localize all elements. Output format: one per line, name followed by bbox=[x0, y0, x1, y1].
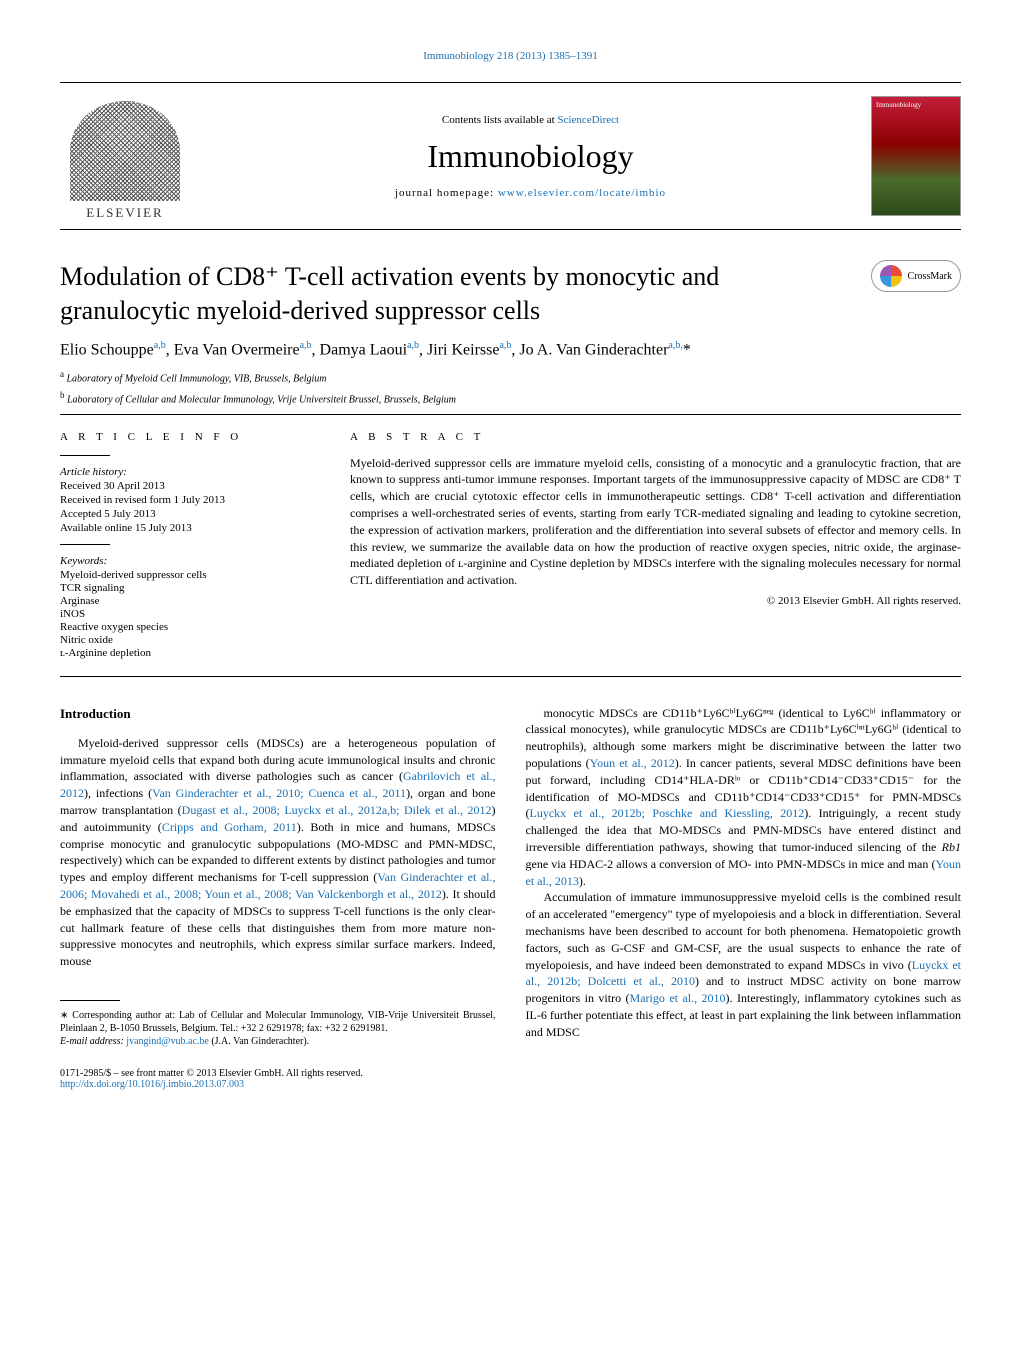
email-link[interactable]: jvangind@vub.ac.be bbox=[126, 1036, 209, 1047]
elsevier-tree-icon bbox=[70, 101, 180, 201]
email-line: E-mail address: jvangind@vub.ac.be (J.A.… bbox=[60, 1035, 496, 1048]
abstract-copyright: © 2013 Elsevier GmbH. All rights reserve… bbox=[350, 595, 961, 607]
affiliation-a: a Laboratory of Myeloid Cell Immunology,… bbox=[60, 369, 961, 384]
keyword-item: ʟ-Arginine depletion bbox=[60, 647, 310, 659]
journal-header: ELSEVIER Contents lists available at Sci… bbox=[60, 82, 961, 230]
history-label: Article history: bbox=[60, 466, 310, 478]
received-date: Received 30 April 2013 bbox=[60, 480, 310, 492]
corresponding-author: ∗ Corresponding author at: Lab of Cellul… bbox=[60, 1009, 496, 1035]
keywords-list: Myeloid-derived suppressor cellsTCR sign… bbox=[60, 569, 310, 659]
abstract-heading: A B S T R A C T bbox=[350, 431, 961, 443]
header-center: Contents lists available at ScienceDirec… bbox=[190, 114, 871, 199]
crossmark-label: CrossMark bbox=[908, 271, 952, 282]
gene-rb1: Rb1 bbox=[942, 840, 961, 854]
doi-link[interactable]: http://dx.doi.org/10.1016/j.imbio.2013.0… bbox=[60, 1079, 244, 1090]
keyword-item: iNOS bbox=[60, 608, 310, 620]
cite-youn-2012[interactable]: Youn et al., 2012 bbox=[590, 756, 675, 770]
crossmark-icon bbox=[880, 265, 902, 287]
keyword-item: Arginase bbox=[60, 595, 310, 607]
keyword-item: Nitric oxide bbox=[60, 634, 310, 646]
footnote-separator bbox=[60, 1000, 120, 1001]
cite-cripps[interactable]: Cripps and Gorham, 2011 bbox=[162, 820, 297, 834]
journal-name: Immunobiology bbox=[190, 138, 871, 175]
intro-paragraph-1: Myeloid-derived suppressor cells (MDSCs)… bbox=[60, 735, 496, 970]
journal-cover-thumb bbox=[871, 96, 961, 216]
body-columns: Introduction Myeloid-derived suppressor … bbox=[60, 705, 961, 1048]
authors: Elio Schouppea,b, Eva Van Overmeirea,b, … bbox=[60, 340, 961, 359]
article-title: Modulation of CD8⁺ T-cell activation eve… bbox=[60, 260, 871, 328]
elsevier-logo: ELSEVIER bbox=[60, 91, 190, 221]
affiliation-b: b Laboratory of Cellular and Molecular I… bbox=[60, 390, 961, 405]
article-info-heading: A R T I C L E I N F O bbox=[60, 431, 310, 443]
info-abstract-row: A R T I C L E I N F O Article history: R… bbox=[60, 414, 961, 677]
introduction-heading: Introduction bbox=[60, 705, 496, 723]
revised-date: Received in revised form 1 July 2013 bbox=[60, 494, 310, 506]
info-divider-2 bbox=[60, 544, 110, 545]
keyword-item: Reactive oxygen species bbox=[60, 621, 310, 633]
cite-marigo[interactable]: Marigo et al., 2010 bbox=[630, 991, 726, 1005]
online-date: Available online 15 July 2013 bbox=[60, 522, 310, 534]
keyword-item: Myeloid-derived suppressor cells bbox=[60, 569, 310, 581]
accepted-date: Accepted 5 July 2013 bbox=[60, 508, 310, 520]
homepage-link[interactable]: www.elsevier.com/locate/imbio bbox=[498, 187, 666, 199]
col2-paragraph-1: monocytic MDSCs are CD11b⁺Ly6CʰⁱLy6Gⁿᵉᵍ … bbox=[526, 705, 962, 890]
contents-available: Contents lists available at ScienceDirec… bbox=[190, 114, 871, 126]
abstract-column: A B S T R A C T Myeloid-derived suppress… bbox=[350, 431, 961, 660]
journal-homepage: journal homepage: www.elsevier.com/locat… bbox=[190, 187, 871, 199]
keywords-label: Keywords: bbox=[60, 555, 310, 567]
col2-paragraph-2: Accumulation of immature immunosuppressi… bbox=[526, 889, 962, 1040]
article-info: A R T I C L E I N F O Article history: R… bbox=[60, 431, 310, 660]
sciencedirect-link[interactable]: ScienceDirect bbox=[557, 114, 619, 126]
issn-line: 0171-2985/$ – see front matter © 2013 El… bbox=[60, 1068, 961, 1079]
keyword-item: TCR signaling bbox=[60, 582, 310, 594]
top-link-anchor[interactable]: Immunobiology 218 (2013) 1385–1391 bbox=[423, 50, 597, 62]
top-journal-link: Immunobiology 218 (2013) 1385–1391 bbox=[60, 50, 961, 62]
info-divider-1 bbox=[60, 455, 110, 456]
bottom-meta: 0171-2985/$ – see front matter © 2013 El… bbox=[60, 1068, 961, 1090]
cite-vanginderachter-2010[interactable]: Van Ginderachter et al., 2010; Cuenca et… bbox=[152, 786, 406, 800]
elsevier-text: ELSEVIER bbox=[86, 205, 163, 221]
crossmark-badge[interactable]: CrossMark bbox=[871, 260, 961, 292]
column-right: monocytic MDSCs are CD11b⁺Ly6CʰⁱLy6Gⁿᵉᵍ … bbox=[526, 705, 962, 1048]
cite-luyckx[interactable]: Luyckx et al., 2012b; Poschke and Kiessl… bbox=[530, 806, 805, 820]
cite-dugast[interactable]: Dugast et al., 2008; Luyckx et al., 2012… bbox=[182, 803, 492, 817]
abstract-text: Myeloid-derived suppressor cells are imm… bbox=[350, 455, 961, 589]
column-left: Introduction Myeloid-derived suppressor … bbox=[60, 705, 496, 1048]
title-row: Modulation of CD8⁺ T-cell activation eve… bbox=[60, 260, 961, 328]
